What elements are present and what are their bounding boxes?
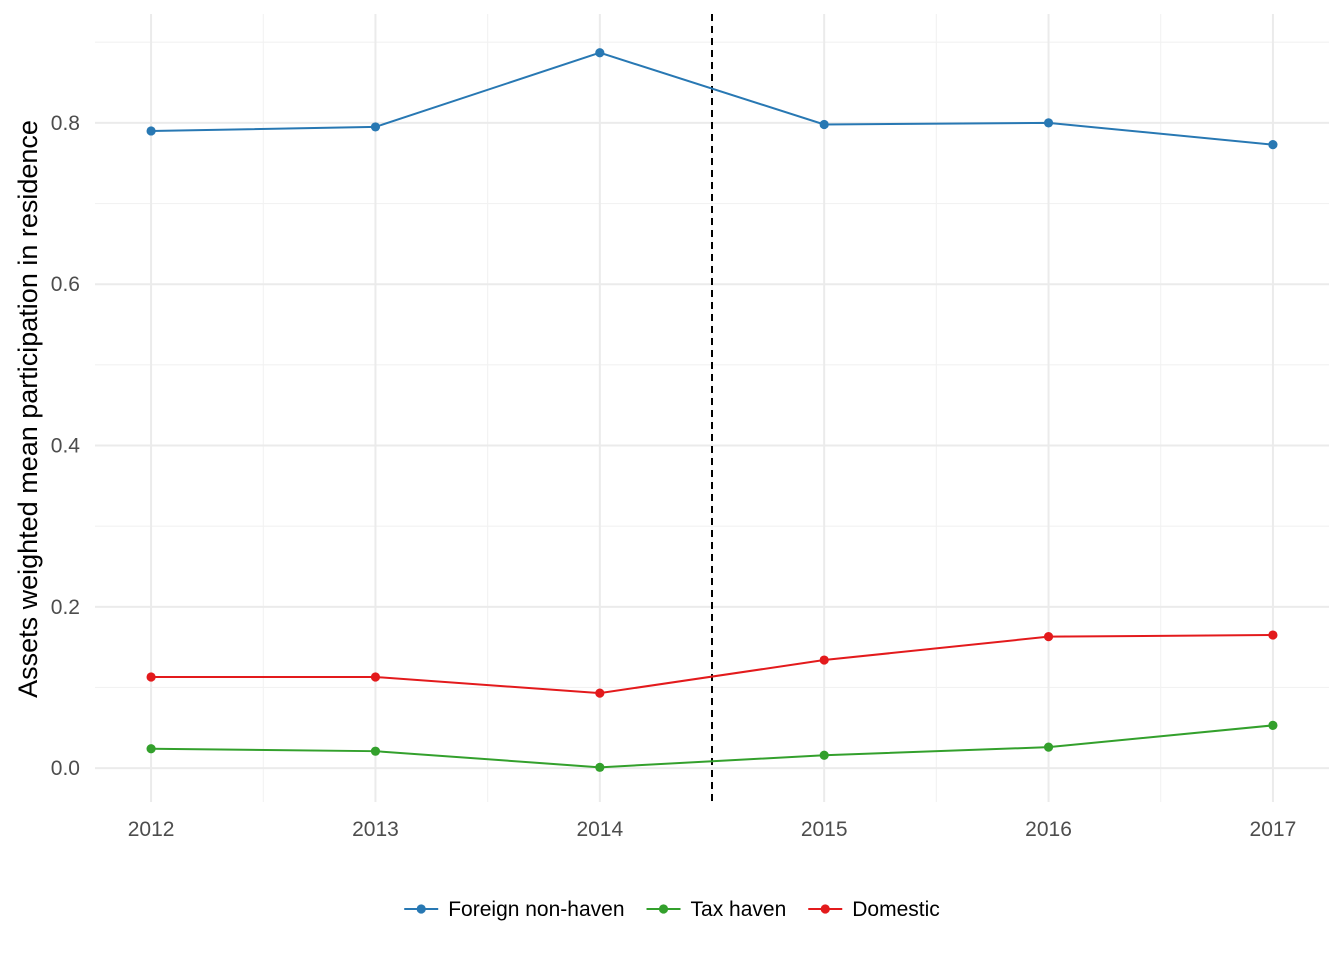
x-axis-ticks: 2012 2013 2014 2015 2016 2017 [128, 818, 1297, 841]
x-tick-label: 2016 [1025, 818, 1072, 841]
data-point [819, 750, 829, 760]
legend-label: Foreign non-haven [448, 898, 624, 921]
x-tick-label: 2015 [801, 818, 848, 841]
y-tick-label: 0.2 [51, 596, 80, 619]
legend-key-point [416, 904, 426, 914]
series-line [151, 634, 1273, 695]
series-layer [146, 48, 1278, 772]
data-point [370, 672, 381, 682]
legend-label: Domestic [852, 898, 940, 921]
legend-key [646, 904, 681, 914]
legend: Foreign non-haven Tax haven Domestic [404, 898, 940, 921]
series-domestic [146, 630, 1278, 698]
data-point [146, 126, 156, 136]
data-point [1043, 742, 1054, 752]
data-point [819, 655, 829, 665]
data-point [370, 746, 381, 756]
series-line [151, 51, 1274, 146]
data-point [146, 672, 156, 682]
y-tick-label: 0.8 [51, 112, 80, 135]
data-point [595, 688, 605, 698]
y-tick-label: 0.0 [51, 757, 80, 780]
data-point [595, 762, 605, 772]
y-tick-label: 0.4 [51, 435, 81, 458]
legend-key-point [658, 904, 669, 914]
data-point [1043, 118, 1054, 128]
data-point [819, 119, 829, 130]
data-point [1268, 720, 1278, 730]
data-point [1268, 140, 1278, 150]
y-tick-label: 0.6 [51, 273, 80, 296]
legend-key [404, 904, 439, 914]
x-tick-label: 2013 [352, 818, 399, 841]
series-foreign-non-haven [146, 48, 1278, 150]
x-tick-label: 2012 [128, 818, 175, 841]
series-tax-haven [146, 720, 1278, 772]
y-axis-ticks: 0.0 0.2 0.4 0.6 0.8 [51, 112, 81, 780]
x-tick-label: 2014 [576, 818, 623, 841]
data-point [146, 744, 156, 754]
series-line [151, 724, 1274, 769]
legend-key-point [820, 904, 830, 914]
x-tick-label: 2017 [1250, 818, 1297, 841]
data-point [1268, 630, 1278, 640]
data-point [595, 48, 605, 58]
data-point [1043, 632, 1054, 642]
legend-label: Tax haven [691, 898, 787, 921]
y-axis-title: Assets weighted mean participation in re… [13, 120, 43, 698]
legend-key [808, 904, 843, 914]
data-point [370, 122, 381, 132]
